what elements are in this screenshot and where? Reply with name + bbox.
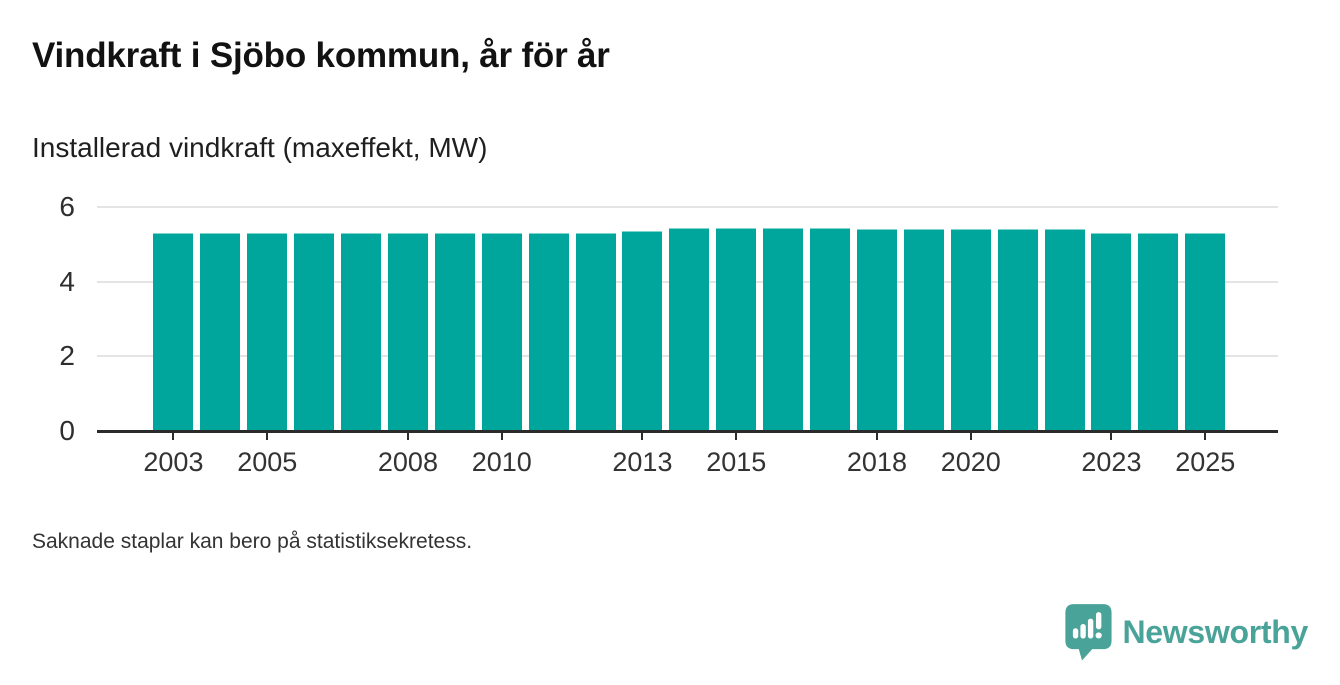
bar-2023 [1091, 233, 1132, 431]
x-axis-label: 2003 [143, 447, 204, 477]
x-axis-label: 2013 [612, 447, 673, 477]
x-axis-label: 2010 [471, 447, 532, 477]
x-axis-label: 2018 [846, 447, 907, 477]
x-axis-tick [500, 432, 503, 440]
bar-chart-plot-area: 0 2 4 6 2003 2005 2008 2010 2013 2015 2018 2020 2023… [59, 193, 1278, 477]
bar-2004 [200, 233, 241, 431]
y-axis-label: 0 [59, 415, 75, 446]
y-axis-label: 6 [59, 191, 75, 222]
bar-2018 [856, 229, 897, 431]
bar-2011 [528, 233, 569, 431]
bar-2014 [669, 227, 710, 431]
chart-title: Vindkraft i Sjöbo kommun, år för år [32, 36, 610, 75]
x-axis-tick [406, 432, 409, 440]
x-axis-label: 2005 [237, 447, 298, 477]
bar-2019 [903, 229, 944, 431]
bar-2013 [622, 231, 663, 431]
y-axis-label: 4 [59, 265, 75, 297]
x-axis-label: 2025 [1175, 447, 1236, 477]
x-axis-tick [1110, 432, 1113, 440]
x-axis-tick [1204, 432, 1207, 440]
bar-2020 [950, 229, 991, 431]
x-axis-label: 2015 [706, 447, 767, 477]
x-axis-tick [735, 432, 738, 440]
bar-2015 [716, 227, 757, 431]
x-axis-tick [875, 432, 878, 440]
bar-2007 [341, 233, 382, 431]
y-axis-label: 2 [59, 340, 75, 372]
newsworthy-logo: Newsworthy [1064, 603, 1309, 661]
bar-2016 [763, 227, 804, 431]
bar-2025 [1185, 233, 1226, 431]
bar-2021 [997, 229, 1038, 431]
x-axis-label: 2023 [1081, 447, 1142, 477]
x-axis-tick [969, 432, 972, 440]
bar-2005 [247, 233, 288, 431]
chart-subtitle: Installerad vindkraft (maxeffekt, MW) [32, 132, 488, 163]
bar-2012 [575, 233, 616, 431]
bar-2017 [810, 227, 851, 431]
speech-bubble-bar-chart-icon [1064, 604, 1112, 661]
bar-2006 [294, 233, 335, 431]
gridline [97, 206, 1278, 208]
brand-name: Newsworthy [1122, 613, 1309, 650]
footnote: Saknade staplar kan bero på statistiksek… [32, 530, 473, 553]
x-axis-tick [641, 432, 644, 440]
x-axis-tick [266, 432, 269, 440]
bar-2010 [481, 233, 522, 431]
x-axis-label: 2008 [377, 447, 438, 477]
x-axis-tick [172, 432, 175, 440]
bar-2008 [387, 233, 428, 431]
x-axis-line [97, 430, 1278, 433]
bar-2003 [153, 233, 194, 431]
bar-2009 [434, 233, 475, 431]
x-axis-label: 2020 [940, 447, 1001, 477]
bar-2022 [1044, 229, 1085, 431]
bar-2024 [1138, 233, 1179, 431]
